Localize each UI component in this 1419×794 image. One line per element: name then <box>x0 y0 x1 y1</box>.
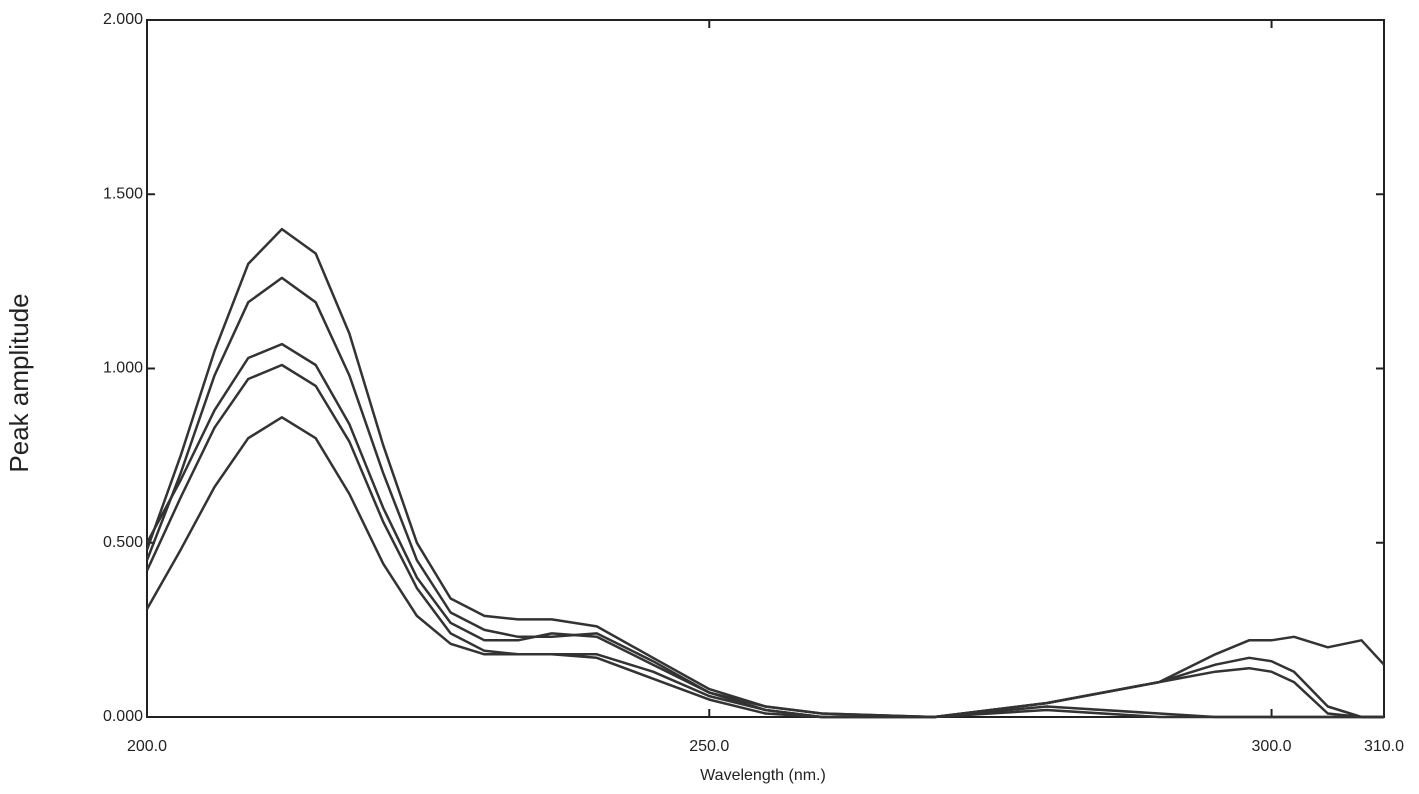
y-axis-label: Peak amplitude <box>4 293 34 472</box>
y-tick-label: 0.000 <box>103 708 143 725</box>
x-tick-label: 200.0 <box>127 738 167 755</box>
x-axis-label: Wavelength (nm.) <box>700 767 826 784</box>
spectrum-line <box>145 363 1384 719</box>
spectrum-line <box>145 342 1384 719</box>
y-tick-label: 1.500 <box>103 185 143 202</box>
spectrum-line <box>145 227 1385 719</box>
spectrum-line <box>145 276 1384 719</box>
x-tick-label: 250.0 <box>689 738 729 755</box>
plot-frame <box>146 19 1385 718</box>
x-tick-label: 310.0 <box>1364 738 1404 755</box>
y-tick-label: 2.000 <box>103 11 143 28</box>
y-tick-label: 1.000 <box>103 360 143 377</box>
spectrum-line <box>145 416 1384 719</box>
y-tick-label: 0.500 <box>103 534 143 551</box>
x-tick-label: 300.0 <box>1252 738 1292 755</box>
